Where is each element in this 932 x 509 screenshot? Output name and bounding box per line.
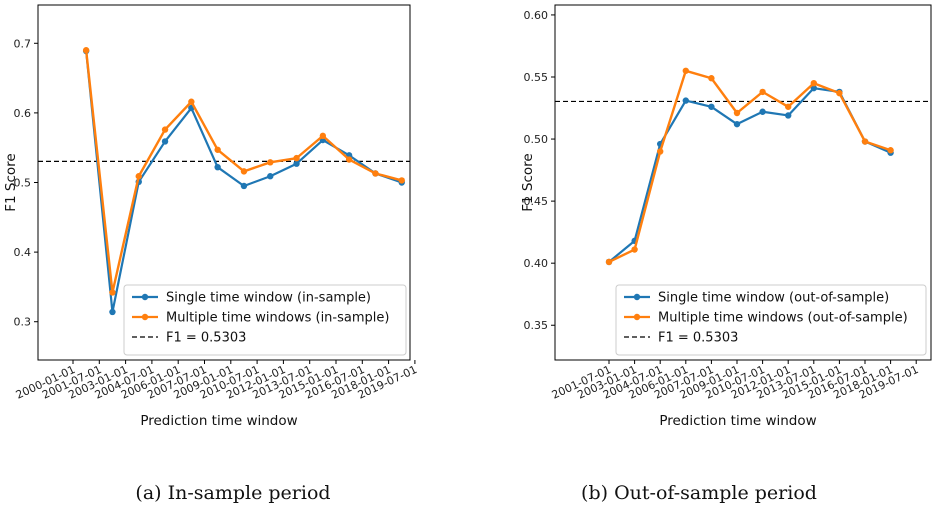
- chart-out-of-sample: 0.350.400.450.500.550.602001-07-012003-0…: [520, 4, 932, 429]
- legend-marker: [141, 313, 149, 321]
- data-point: [708, 103, 715, 110]
- data-point: [109, 289, 116, 296]
- y-axis-title: F1 Score: [520, 153, 536, 211]
- y-axis-title: F1 Score: [3, 153, 19, 211]
- legend-label: Multiple time windows (out-of-sample): [658, 311, 908, 326]
- data-point: [759, 88, 766, 96]
- y-tick-label: 0.7: [14, 37, 32, 50]
- legend-marker: [141, 293, 149, 301]
- legend-label: Multiple time windows (in-sample): [166, 311, 389, 326]
- series-line: [85, 50, 403, 314]
- data-point: [785, 112, 792, 119]
- chart-panel-in-sample: 0.3 0.4 0.5 0.6 0.7 2000-01-01 2001-07-01 2003-…: [3, 4, 419, 504]
- data-point: [240, 168, 248, 175]
- y-tick-label: 0.5: [14, 177, 32, 190]
- legend-label: F1 = 0.5303: [166, 331, 246, 346]
- legend-label: F1 = 0.5303: [658, 331, 738, 346]
- y-tick-label: 0.3: [14, 316, 32, 329]
- data-point: [267, 159, 274, 166]
- data-point: [733, 109, 741, 117]
- data-point: [214, 163, 221, 171]
- data-point: [240, 182, 248, 190]
- data-point: [293, 160, 300, 167]
- legend-marker: [633, 313, 641, 321]
- y-tick-label: 0.40: [524, 257, 549, 270]
- legend-box: [615, 284, 927, 356]
- data-point: [267, 173, 274, 180]
- data-point: [214, 146, 221, 153]
- x-axis-title: Prediction time window: [140, 413, 297, 429]
- series-line: [608, 69, 891, 264]
- data-point: [836, 89, 843, 97]
- data-point: [861, 138, 869, 145]
- x-axis-title: Prediction time window: [659, 413, 816, 429]
- data-point: [82, 47, 90, 54]
- data-point: [810, 79, 817, 87]
- y-tick-label: 0.55: [524, 71, 549, 84]
- plot-frame: [554, 4, 932, 361]
- chart-panel-out-of-sample: 0.35 0.40 0.45 0.50 0.55 0.60 2001-07-01 2003-0…: [466, 0, 932, 509]
- data-point: [319, 132, 327, 140]
- data-point: [887, 147, 894, 154]
- chart-in-sample: 0.30.40.50.60.72000-01-012001-07-012003-…: [3, 4, 419, 429]
- legend-box: [123, 284, 407, 356]
- legend-marker: [633, 293, 641, 301]
- data-point: [188, 98, 195, 105]
- data-point: [682, 67, 689, 74]
- data-point: [759, 108, 766, 115]
- data-point: [109, 308, 116, 316]
- data-point: [372, 170, 379, 177]
- data-point: [135, 173, 142, 180]
- data-point: [605, 258, 613, 266]
- data-point: [733, 120, 741, 128]
- legend-label: Single time window (out-of-sample): [658, 291, 889, 306]
- data-point: [708, 75, 715, 82]
- data-point: [785, 103, 792, 110]
- y-tick-label: 0.45: [524, 195, 549, 208]
- series-line: [608, 87, 892, 263]
- y-tick-label: 0.4: [14, 246, 32, 259]
- data-point: [682, 97, 689, 104]
- legend-label: Single time window (in-sample): [166, 291, 371, 306]
- caption-in-sample: (a) In-sample period: [135, 482, 331, 504]
- data-point: [657, 148, 664, 155]
- data-point: [631, 246, 638, 253]
- y-tick-label: 0.60: [524, 9, 549, 22]
- data-point: [161, 126, 169, 133]
- y-tick-label: 0.35: [524, 319, 549, 332]
- data-point: [293, 154, 300, 162]
- y-tick-label: 0.6: [14, 107, 32, 120]
- data-point: [161, 138, 169, 145]
- data-point: [345, 156, 353, 163]
- data-point: [398, 177, 405, 184]
- data-point: [810, 84, 817, 92]
- caption-out-of-sample: (b) Out-of-sample period: [581, 482, 817, 504]
- y-tick-label: 0.50: [524, 133, 549, 146]
